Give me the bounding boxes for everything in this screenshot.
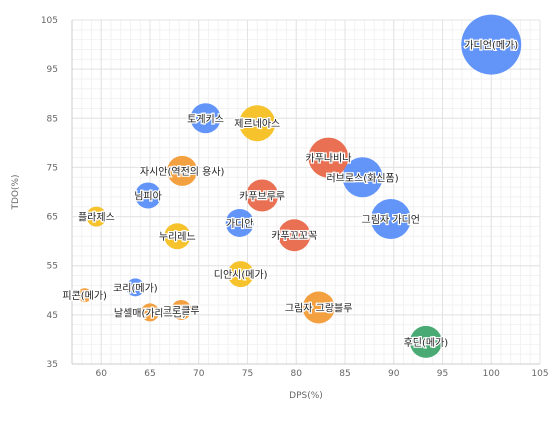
y-axis-title: TDO(%) [11, 174, 21, 210]
grid [71, 19, 541, 365]
x-tick-label: 75 [242, 369, 253, 379]
bubble-point[interactable] [239, 105, 276, 142]
bubble-point[interactable] [227, 261, 254, 288]
bubble-label: 플라제스 [78, 212, 115, 224]
y-tick-label: 95 [47, 65, 58, 75]
x-tick-label: 70 [193, 369, 205, 379]
bubble-label: 디안시(메가) [214, 269, 268, 281]
x-tick-label: 105 [531, 369, 548, 379]
bubble-label: 날셀매(가라르폼) [114, 307, 186, 319]
bubble-label: 코리(메가) [113, 282, 158, 294]
y-tick-label: 105 [41, 16, 58, 26]
bubble-point[interactable] [126, 278, 145, 297]
x-tick-label: 60 [96, 369, 108, 379]
bubble-label: 러브로스(화신폼) [326, 172, 398, 184]
bubble-label: 님피아 [134, 190, 162, 202]
x-axis-title: DPS(%) [289, 391, 323, 401]
x-tick-label: 90 [388, 369, 400, 379]
y-tick-label: 85 [47, 114, 58, 124]
bubble-point[interactable] [342, 157, 383, 198]
bubble-point[interactable] [370, 199, 411, 240]
y-tick-label: 75 [47, 163, 58, 173]
y-tick-label: 35 [47, 360, 58, 370]
bubble-label: 후딘(메가) [404, 337, 449, 349]
bubble-point[interactable] [135, 182, 162, 209]
x-tick-label: 65 [144, 369, 155, 379]
bubble-point[interactable] [278, 219, 311, 252]
bubble-point[interactable] [461, 14, 522, 75]
y-tick-label: 65 [47, 213, 58, 223]
bubble-label: 자시안(역전의 용사) [140, 166, 225, 178]
axes: 60 65 70 75 80 85 90 95 100 105 35 45 55 65 75 85 95 105 [41, 16, 549, 379]
bubble-point[interactable] [302, 291, 335, 324]
bubble-label: 카푸꼬꼬꼭 [271, 230, 317, 242]
bubble-point[interactable] [225, 208, 254, 237]
bubble-point[interactable] [171, 299, 192, 320]
x-tick-label: 95 [437, 369, 448, 379]
bubble-label: 카푸나비나 [305, 153, 351, 165]
bubbles [77, 14, 522, 358]
bubble-point[interactable] [141, 303, 159, 322]
bubble-label: 가디언(메가) [464, 40, 518, 52]
bubble-label: 토게키스 [187, 113, 224, 125]
y-tick-label: 55 [47, 262, 58, 272]
bubble-point[interactable] [409, 325, 442, 358]
bubble-label: 그림자 그랑블루 [285, 302, 353, 314]
bubble-point[interactable] [86, 206, 107, 227]
bubble-point[interactable] [164, 223, 191, 250]
bubble-label: 피콘(메가) [62, 290, 107, 302]
bubble-point[interactable] [77, 288, 92, 303]
bubble-point[interactable] [190, 103, 221, 134]
x-tick-label: 80 [291, 369, 303, 379]
bubble-label: 가디안 [226, 218, 254, 230]
bubble-label: 누리레느 [159, 231, 196, 243]
bubble-label: 카푸브루루 [239, 190, 285, 202]
bubble-point[interactable] [167, 155, 198, 186]
bubble-point[interactable] [246, 179, 279, 212]
bubble-label: 그림자 가디언 [362, 214, 420, 226]
bubble-label: 제르네아스 [234, 118, 280, 130]
y-tick-label: 45 [47, 311, 58, 321]
bubble-label: 크로클루 [163, 305, 200, 317]
x-tick-label: 100 [483, 369, 500, 379]
x-tick-label: 85 [339, 369, 350, 379]
bubble-point[interactable] [308, 137, 349, 178]
